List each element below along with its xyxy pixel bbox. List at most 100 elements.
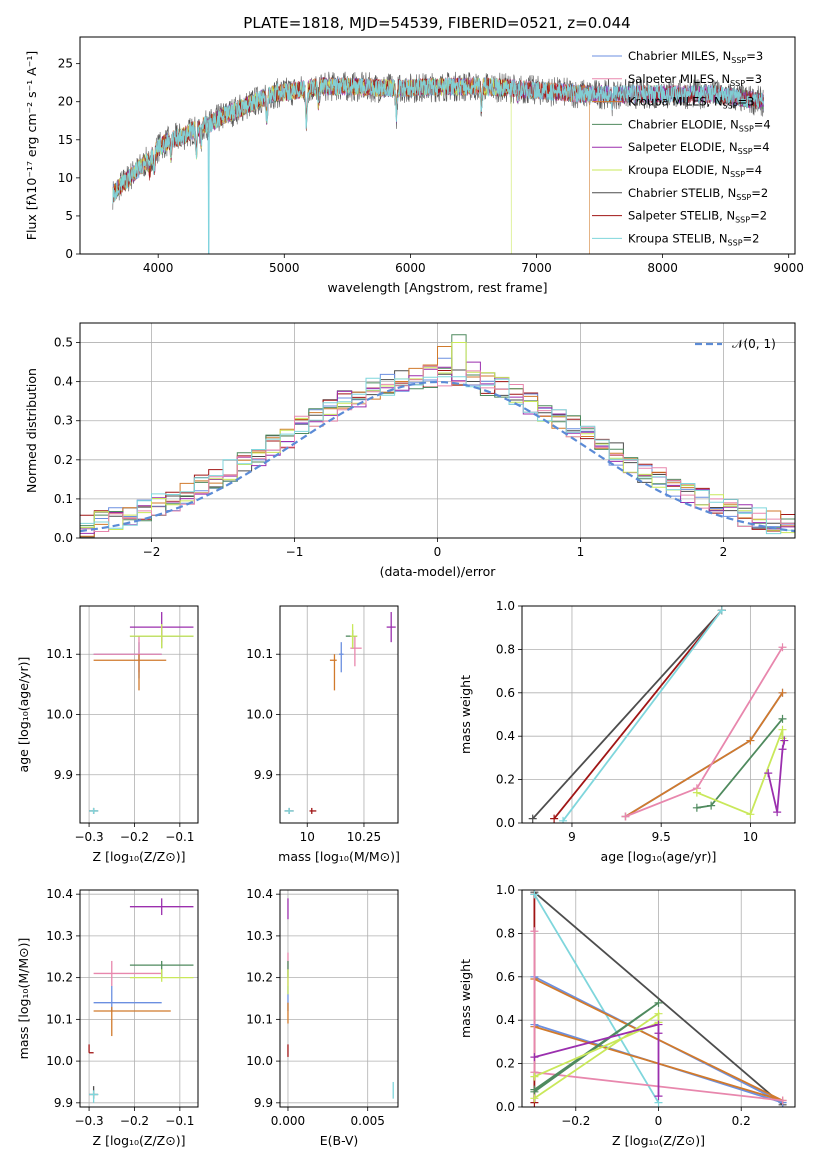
- panel-age_vs_mass: 10 10.25 9.9 10.0 10.1 mass [log₁₀(M/M⊙)]: [246, 605, 400, 864]
- x-tick-label: −2: [143, 545, 161, 559]
- weight-point: [778, 688, 787, 697]
- y-axis-label: age [log₁₀(age/yr)]: [16, 657, 31, 773]
- weight-point: [692, 803, 701, 812]
- weight-point: [654, 1029, 663, 1038]
- y-tick-label: 0.0: [496, 1100, 515, 1114]
- y-tick-label: 0.0: [496, 816, 515, 830]
- y-tick-label: 15: [58, 133, 73, 147]
- legend-label: 𝒩(0, 1): [732, 337, 776, 351]
- hist-series-2: [80, 346, 795, 537]
- y-tick-label: 9.9: [254, 768, 273, 782]
- legend-label: Kroupa MILES, NSSP=3: [628, 95, 754, 111]
- weight-point: [746, 736, 755, 745]
- y-tick-label: 10.1: [246, 1012, 273, 1026]
- weight-point: [764, 769, 773, 778]
- x-tick-label: 5000: [269, 261, 300, 275]
- x-tick-label: 9000: [773, 261, 804, 275]
- y-tick-label: 10.3: [246, 929, 273, 943]
- normal-curve: [80, 380, 795, 533]
- x-axis-label: (data-model)/error: [380, 564, 497, 579]
- legend-suffix: =3: [746, 49, 763, 63]
- legend-label: Salpeter ELODIE, NSSP=4: [628, 140, 770, 156]
- weight-point: [550, 814, 559, 823]
- panel-mass_vs_Z: −0.3 −0.2 −0.1 9.9 10.0 10.1 10.2 10.3 10.4 Z [lo…: [16, 887, 199, 1148]
- panel-residuals: 𝒩(0, 1) −2 −1 0 1 2 0.0 0.1 0.2 0.3 0.4 0.5 (data-mo…: [24, 322, 796, 579]
- y-tick-label: 10.1: [46, 647, 73, 661]
- y-tick-label: 10.0: [246, 1054, 273, 1068]
- weight-point: [707, 801, 716, 810]
- legend-sub: SSP: [739, 124, 754, 133]
- weight-line-4: [767, 740, 786, 813]
- weight-point: [654, 998, 663, 1007]
- weight-point: [778, 725, 787, 734]
- legend-suffix: =2: [751, 186, 768, 200]
- x-tick-label: 9.5: [652, 830, 671, 844]
- legend-suffix: =4: [745, 163, 762, 177]
- x-tick-label: 2: [720, 545, 728, 559]
- legend-name: Kroupa STELIB, N: [628, 231, 728, 245]
- panel-mass_vs_EBV: 0.000 0.005 9.9 10.0 10.1 10.2 10.3 10.4 E(B-V): [246, 887, 399, 1148]
- legend-sub: SSP: [731, 56, 746, 65]
- legend-label: Kroupa ELODIE, NSSP=4: [628, 163, 762, 179]
- plot-area: [284, 612, 396, 814]
- x-tick-label: 10: [300, 830, 315, 844]
- x-tick-label: 0: [434, 545, 442, 559]
- weight-point: [778, 643, 787, 652]
- legend-suffix: =2: [750, 209, 767, 223]
- x-tick-label: −1: [286, 545, 304, 559]
- x-tick-label: 6000: [395, 261, 426, 275]
- plot-area: [80, 334, 795, 538]
- x-tick-label: −0.2: [561, 1114, 590, 1128]
- weight-line-6: [533, 891, 784, 1106]
- y-tick-label: 10.2: [246, 971, 273, 985]
- y-tick-label: 5: [65, 209, 73, 223]
- x-tick-label: 0.000: [271, 1114, 305, 1128]
- x-axis-label: E(B-V): [320, 1133, 359, 1148]
- legend-suffix: =3: [738, 95, 755, 109]
- x-tick-label: 9: [568, 830, 576, 844]
- x-axis-label: age [log₁₀(age/yr)]: [601, 849, 717, 864]
- weight-point: [530, 1085, 539, 1094]
- weight-point: [717, 606, 726, 615]
- y-tick-label: 10.4: [246, 887, 273, 901]
- x-tick-label: −0.2: [120, 830, 149, 844]
- legend-label: Kroupa STELIB, NSSP=2: [628, 231, 759, 247]
- y-tick-label: 0.3: [54, 414, 73, 428]
- figure-title: PLATE=1818, MJD=54539, FIBERID=0521, z=0…: [243, 14, 630, 32]
- panel-weight_vs_age: 9 9.5 10 0.0 0.2 0.4 0.6 0.8 1.0 age [log₁₀(age/y…: [458, 599, 796, 864]
- axes-frame: [279, 889, 399, 1108]
- weight-point: [530, 1094, 539, 1103]
- legend-name: Chabrier MILES, N: [628, 49, 731, 63]
- y-tick-label: 0.2: [54, 453, 73, 467]
- x-tick-label: −0.3: [75, 830, 104, 844]
- y-axis-label: mass weight: [458, 959, 473, 1038]
- weight-point: [528, 814, 537, 823]
- weight-point: [773, 808, 782, 817]
- axes-frame: [79, 889, 199, 1108]
- weight-point: [559, 816, 568, 823]
- weight-point: [780, 736, 789, 745]
- y-tick-label: 10.2: [46, 971, 73, 985]
- weight-line-2: [625, 692, 784, 818]
- legend-label: Chabrier STELIB, NSSP=2: [628, 186, 768, 202]
- legend-sub: SSP: [728, 238, 743, 247]
- x-tick-label: 4000: [143, 261, 174, 275]
- legend-sub: SSP: [735, 216, 750, 225]
- x-tick-label: 8000: [647, 261, 678, 275]
- plot-area: [112, 71, 764, 254]
- weight-line-0: [625, 692, 784, 818]
- legend-suffix: =4: [754, 117, 771, 131]
- y-tick-label: 0.2: [496, 773, 515, 787]
- legend-name: Chabrier STELIB, N: [628, 186, 736, 200]
- legend-sub: SSP: [730, 79, 745, 88]
- weight-line-5: [696, 729, 784, 816]
- plot-area: [89, 612, 194, 814]
- x-tick-label: 1: [577, 545, 585, 559]
- legend-sub: SSP: [730, 170, 745, 179]
- x-tick-label: 0: [655, 1114, 663, 1128]
- plot-area: [287, 898, 394, 1099]
- weight-point: [778, 745, 787, 754]
